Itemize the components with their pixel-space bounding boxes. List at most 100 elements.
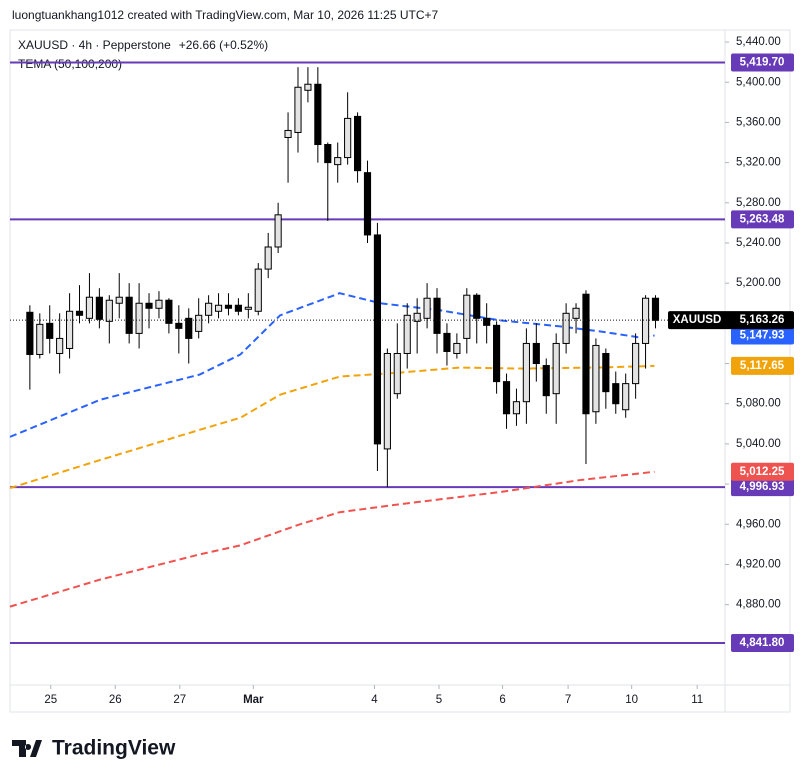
candle-body [26,311,34,355]
y-tick-label: 5,240.00 [736,237,781,249]
candle-body [532,342,540,365]
candle-body [75,310,84,316]
candle-body [334,157,342,166]
line-last-label: 5,147.93 [740,330,785,342]
candle-body [205,302,213,316]
logo-icon [12,740,42,757]
candle-body [95,296,103,320]
y-tick-label: 5,280.00 [736,197,781,209]
candle-body [423,297,431,319]
candle-body [244,306,252,310]
candle-body [175,322,183,329]
candle-body [264,246,272,270]
candle-body [542,365,550,397]
candle-body [353,115,362,172]
candle-body [66,310,74,349]
candle-body [502,381,511,415]
candle-body [612,383,620,405]
candle-body [383,352,391,450]
candle-body [145,302,153,309]
level-badge [731,634,794,653]
candle-body [522,342,530,403]
tema-line [9,292,655,438]
y-tick-label: 4,920.00 [736,558,781,570]
candle-body [622,383,630,411]
x-tick-label: 4 [371,694,378,706]
candle-body [363,172,372,236]
y-tick-label: 5,400.00 [736,76,781,88]
x-tick-label: 5 [436,694,442,706]
candle-body [373,234,382,445]
candle-body [641,297,650,344]
candle-body [195,314,203,332]
candle-body [115,296,123,304]
tema-line [9,470,655,608]
level-label: 4,841.80 [740,637,785,649]
candle-body [582,293,590,415]
candle-body [234,304,242,312]
price-symbol: XAUUSD [673,314,722,326]
candle-body [165,299,173,324]
candle-body [185,317,193,339]
level-badge [731,210,794,229]
candle-body [393,352,401,395]
x-tick-label: 11 [691,694,703,706]
candle-body [433,297,441,334]
indicator-name: TEMA (50,100,200) [18,57,122,71]
header: luongtuankhang1012 created with TradingV… [12,8,438,22]
candle-body [403,314,411,354]
logo: TradingView [12,737,176,760]
candle-body [85,296,94,319]
candle-body [155,299,163,309]
candle-body [56,337,64,354]
candle-body [214,304,223,312]
candle-body [413,312,421,322]
candle-body [344,117,352,159]
candle-body [483,317,491,326]
candle-body [304,83,312,91]
candle-body [592,344,600,413]
y-tick-label: 4,960.00 [736,518,781,530]
candle-body [562,312,570,344]
candle-body [552,342,560,395]
x-tick-label: 25 [44,694,57,706]
price-change: +26.66 (+0.52%) [179,38,268,52]
candle-body [602,352,610,393]
candle-body [224,304,233,309]
candle-body [463,294,471,339]
candle-body [314,83,322,146]
candle-body [632,342,640,385]
y-tick-label: 4,880.00 [736,599,781,611]
candle-body [135,302,143,334]
y-tick-label: 5,360.00 [736,116,781,128]
level-label: 5,263.48 [740,213,785,225]
line-badge [731,326,794,345]
level-badge [731,53,794,72]
candle-body [125,296,133,334]
candle-body [284,129,292,138]
symbol-title: XAUUSD · 4h · Pepperstone [18,38,171,52]
x-tick-label: 10 [625,694,638,706]
x-tick-label: 26 [109,694,122,706]
candle-body [254,268,262,312]
y-tick-label: 5,200.00 [736,277,781,289]
y-tick-label: 5,080.00 [736,398,781,410]
candle-body [274,214,282,248]
candle-body [324,144,332,164]
candle-body [651,297,660,321]
candle-body [36,323,44,355]
price-label: 5,163.26 [740,314,785,326]
candle-body [572,307,580,319]
candle-body [473,294,481,319]
logo-text: TradingView [52,737,176,760]
candle-body [46,322,54,339]
candle-body [443,332,451,352]
candle-body [512,401,521,415]
candle-body [105,299,113,322]
x-tick-label: 7 [565,694,571,706]
x-tick-label: 27 [173,694,186,706]
price-badge [668,311,794,330]
candle-body [493,324,501,383]
y-tick-label: 5,320.00 [736,157,781,169]
